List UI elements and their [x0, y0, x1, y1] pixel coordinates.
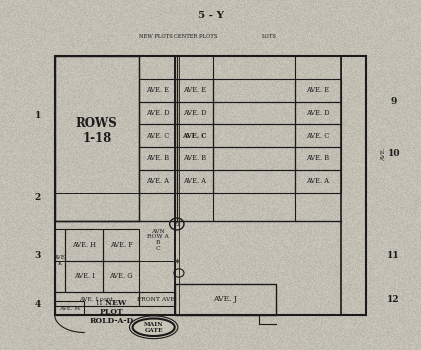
- Text: AVE. C: AVE. C: [146, 132, 170, 140]
- Text: 21: 21: [173, 222, 180, 226]
- Text: AVE. D: AVE. D: [306, 109, 330, 117]
- Bar: [139, 102, 177, 124]
- Text: 11: 11: [387, 251, 400, 260]
- Text: !! NEW
PLOT
ROLD-A-D: !! NEW PLOT ROLD-A-D: [89, 299, 134, 326]
- Bar: [295, 102, 341, 124]
- Text: AVE.: AVE.: [381, 147, 386, 161]
- Bar: [177, 102, 213, 124]
- Text: MAIN
GATE: MAIN GATE: [144, 322, 163, 332]
- Bar: [213, 147, 295, 170]
- Text: AVE. B: AVE. B: [306, 154, 329, 162]
- Bar: [139, 79, 177, 101]
- Bar: [55, 301, 84, 315]
- Bar: [177, 79, 213, 101]
- Bar: [295, 79, 341, 101]
- Bar: [103, 229, 139, 261]
- Bar: [65, 229, 103, 261]
- Bar: [55, 56, 366, 315]
- Bar: [213, 79, 295, 101]
- Bar: [213, 124, 295, 147]
- Text: AVE. I cont.: AVE. I cont.: [79, 297, 115, 302]
- Bar: [139, 170, 177, 193]
- Text: AVE. B: AVE. B: [147, 154, 169, 162]
- Bar: [65, 261, 103, 292]
- Text: AVE.
K: AVE. K: [53, 256, 67, 266]
- Text: 9: 9: [390, 97, 397, 106]
- Text: AVE. C: AVE. C: [182, 132, 207, 140]
- Text: AVE. H: AVE. H: [72, 241, 96, 249]
- Text: 3: 3: [35, 251, 41, 260]
- Bar: [295, 170, 341, 193]
- Bar: [177, 56, 213, 79]
- Text: AVE. C: AVE. C: [306, 132, 330, 140]
- Bar: [139, 292, 175, 306]
- Text: AVE. I: AVE. I: [74, 273, 95, 280]
- Text: 2: 2: [35, 193, 41, 202]
- Bar: [295, 147, 341, 170]
- Text: AVE. E: AVE. E: [147, 86, 169, 94]
- Text: AVE. G: AVE. G: [109, 273, 133, 280]
- Text: AVE. B: AVE. B: [183, 154, 206, 162]
- Text: ROWS
1-18: ROWS 1-18: [76, 117, 118, 145]
- Text: AVE. M: AVE. M: [59, 306, 80, 310]
- Bar: [213, 56, 341, 79]
- Bar: [213, 170, 295, 193]
- Bar: [55, 292, 139, 306]
- Text: 4: 4: [35, 300, 41, 309]
- Bar: [177, 124, 213, 147]
- Bar: [177, 147, 213, 170]
- Text: NEW PLOTS: NEW PLOTS: [139, 34, 173, 39]
- Text: AVE. D: AVE. D: [183, 109, 207, 117]
- Bar: [103, 261, 139, 292]
- Text: AVE. A: AVE. A: [147, 177, 169, 185]
- Bar: [175, 284, 276, 315]
- Text: AVE. A: AVE. A: [306, 177, 329, 185]
- Bar: [139, 56, 177, 79]
- Text: AVE. E: AVE. E: [306, 86, 329, 94]
- Text: AVE. D: AVE. D: [146, 109, 170, 117]
- Bar: [55, 56, 139, 220]
- Bar: [139, 124, 177, 147]
- Bar: [213, 102, 295, 124]
- Text: 1: 1: [35, 111, 41, 120]
- Text: CENTER PLOTS: CENTER PLOTS: [174, 34, 218, 39]
- Text: FRONT AVE.: FRONT AVE.: [137, 297, 177, 302]
- Text: LOTS: LOTS: [262, 34, 277, 39]
- Text: AVE. J: AVE. J: [213, 295, 237, 303]
- Bar: [139, 147, 177, 170]
- Ellipse shape: [133, 318, 175, 336]
- Bar: [55, 229, 65, 292]
- Bar: [177, 170, 213, 193]
- Text: AVE. F: AVE. F: [109, 241, 133, 249]
- Text: AVN
ROW A
B
C: AVN ROW A B C: [147, 229, 169, 251]
- Bar: [295, 124, 341, 147]
- Text: 10: 10: [387, 149, 400, 159]
- Text: 12: 12: [387, 295, 400, 304]
- Text: ✦: ✦: [173, 256, 180, 265]
- Text: 5 - Y: 5 - Y: [197, 11, 224, 20]
- Text: AVE. E: AVE. E: [183, 86, 206, 94]
- Text: AVE. A: AVE. A: [183, 177, 206, 185]
